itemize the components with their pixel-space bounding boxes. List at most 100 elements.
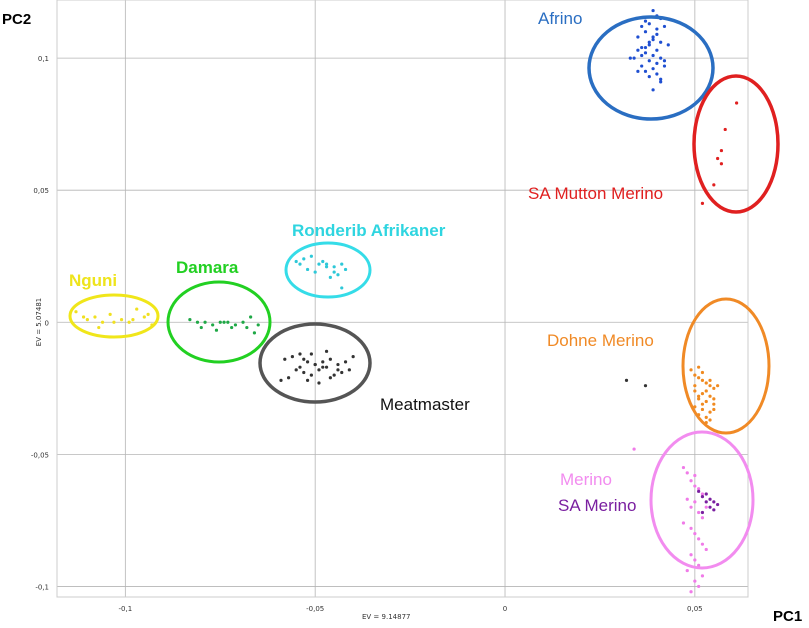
data-point: [704, 492, 708, 496]
data-point: [332, 265, 336, 269]
x-ev-label: EV = 9.14877: [362, 613, 410, 621]
data-point: [324, 265, 329, 269]
data-point: [662, 64, 667, 68]
group-ellipse: [587, 15, 715, 121]
data-point: [689, 368, 693, 372]
data-point: [146, 312, 150, 316]
data-point: [85, 318, 89, 322]
data-point: [697, 365, 701, 369]
data-point: [302, 370, 306, 375]
data-point: [283, 357, 287, 361]
data-point: [195, 320, 200, 324]
data-point: [321, 365, 325, 369]
y-tick-label: -0,05: [31, 451, 49, 459]
group-ellipse: [258, 322, 372, 404]
data-point: [643, 19, 648, 23]
data-point: [340, 286, 344, 290]
data-point: [693, 384, 697, 388]
data-point: [719, 162, 724, 166]
data-point: [697, 537, 701, 541]
data-point: [723, 127, 727, 132]
data-point: [704, 415, 708, 419]
data-point: [704, 399, 708, 404]
data-point: [700, 391, 705, 396]
data-point: [241, 320, 245, 324]
group-label: Meatmaster: [380, 395, 470, 414]
data-point: [309, 352, 313, 356]
data-point: [647, 43, 651, 47]
data-point: [305, 360, 310, 364]
x-tick-label: 0,05: [687, 605, 703, 613]
data-point: [211, 323, 215, 327]
data-point: [712, 500, 716, 504]
data-point: [226, 320, 230, 324]
group-label: Damara: [176, 258, 239, 277]
y-tick-label: -0,1: [35, 583, 49, 591]
x-tick-label: -0,05: [306, 605, 324, 613]
data-point: [700, 542, 705, 546]
data-point: [655, 32, 659, 36]
data-point: [712, 397, 716, 401]
data-point: [662, 59, 667, 63]
data-point: [81, 315, 86, 319]
data-point: [651, 38, 655, 42]
data-point: [681, 521, 686, 525]
data-point: [321, 360, 325, 364]
data-point: [112, 320, 116, 324]
group-label: Merino: [560, 470, 612, 489]
data-point: [655, 72, 659, 76]
plot-frame: [56, 0, 749, 598]
data-point: [693, 484, 697, 488]
data-point: [704, 389, 708, 393]
data-point: [700, 370, 705, 375]
data-point: [279, 378, 283, 382]
data-point: [298, 352, 302, 356]
data-point: [689, 479, 693, 483]
data-point: [343, 267, 348, 272]
data-point: [309, 373, 313, 377]
group-ellipse: [284, 241, 372, 299]
data-point: [290, 355, 294, 359]
data-point: [685, 497, 689, 501]
data-point: [336, 368, 340, 372]
data-point: [651, 8, 655, 13]
data-point: [700, 378, 705, 382]
data-point: [298, 262, 302, 266]
data-point: [245, 325, 249, 330]
y-axis-title: PC2: [2, 11, 31, 28]
data-point: [689, 526, 693, 530]
data-point: [716, 502, 720, 507]
data-point: [693, 558, 697, 562]
data-point: [693, 500, 697, 504]
data-point: [336, 273, 340, 277]
data-point: [655, 48, 659, 52]
data-point: [659, 80, 663, 84]
data-point: [643, 384, 648, 388]
data-point: [647, 40, 651, 44]
data-point: [324, 349, 329, 353]
group-label: Nguni: [69, 271, 117, 290]
data-point: [647, 75, 651, 79]
data-point: [309, 254, 313, 258]
y-ev-label: EV = 5.07481: [35, 298, 43, 346]
y-tick-label: 0,1: [38, 55, 49, 63]
data-point: [712, 402, 716, 406]
data-point: [704, 547, 708, 552]
data-point: [636, 35, 640, 39]
data-point: [647, 22, 651, 26]
data-point: [716, 156, 720, 161]
data-point: [712, 386, 716, 390]
data-point: [127, 320, 131, 324]
data-point: [662, 24, 667, 29]
data-point: [655, 61, 659, 65]
data-point: [708, 410, 712, 414]
group-label: Ronderib Afrikaner: [292, 221, 446, 240]
data-point: [651, 35, 655, 39]
data-point: [697, 510, 701, 515]
data-point: [252, 331, 257, 335]
group-ellipses: [68, 15, 780, 570]
data-point: [708, 384, 712, 388]
data-point: [708, 505, 712, 509]
